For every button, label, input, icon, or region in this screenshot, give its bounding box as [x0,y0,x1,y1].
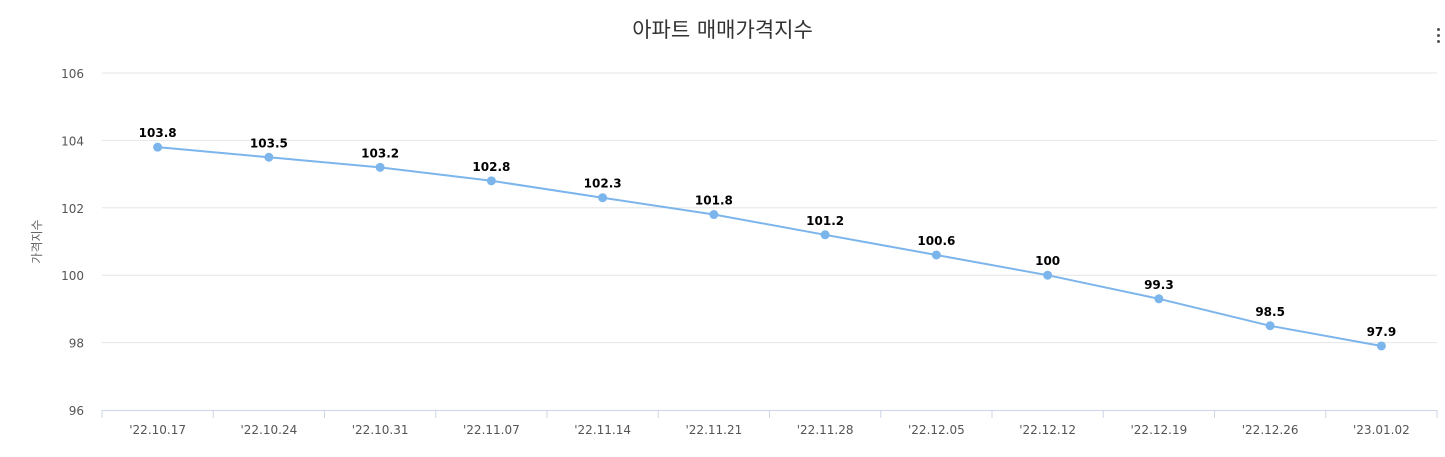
data-label: 102.3 [584,177,622,191]
y-tick-label: 106 [61,67,84,81]
data-point[interactable] [709,210,719,220]
data-point[interactable] [598,193,608,203]
data-point[interactable] [375,162,385,172]
data-label: 103.8 [139,126,177,140]
data-point[interactable] [820,230,830,240]
data-label: 100.6 [917,234,955,248]
data-label: 97.9 [1367,325,1397,339]
menu-dot [1437,34,1440,37]
x-tick-label: '22.12.05 [908,423,965,437]
x-tick-label: '22.11.07 [463,423,520,437]
data-label: 102.8 [472,160,510,174]
context-menu-icon[interactable] [1433,24,1445,48]
data-label: 101.8 [695,194,733,208]
x-tick-label: '22.10.31 [352,423,409,437]
data-label: 98.5 [1255,305,1285,319]
data-label: 103.2 [361,146,399,160]
data-point[interactable] [1376,341,1386,351]
x-tick-label: '22.11.21 [686,423,743,437]
data-point[interactable] [931,250,941,260]
x-tick-label: '22.10.24 [241,423,298,437]
data-label: 103.5 [250,136,288,150]
y-axis-title: 가격지수 [30,219,44,263]
x-tick-label: '22.12.19 [1131,423,1188,437]
chart-title: 아파트 매매가격지수 [632,18,813,42]
x-tick-label: '22.11.28 [797,423,854,437]
x-tick-label: '23.01.02 [1353,423,1410,437]
y-tick-label: 98 [69,337,84,351]
menu-dot [1437,28,1440,31]
x-tick-label: '22.12.12 [1019,423,1076,437]
y-tick-label: 100 [61,269,84,283]
data-point[interactable] [486,176,496,186]
data-label: 101.2 [806,214,844,228]
y-tick-label: 96 [69,404,84,418]
y-tick-label: 104 [61,134,84,148]
menu-dot [1437,40,1440,43]
y-tick-label: 102 [61,202,84,216]
x-tick-label: '22.10.17 [129,423,186,437]
data-point[interactable] [1043,270,1053,280]
x-tick-label: '22.11.14 [574,423,631,437]
data-label: 99.3 [1144,278,1174,292]
data-point[interactable] [264,152,274,162]
x-tick-label: '22.12.26 [1242,423,1299,437]
data-point[interactable] [1265,321,1275,331]
data-point[interactable] [1154,294,1164,304]
series-line [156,146,1383,347]
data-label: 100 [1035,254,1060,268]
data-point[interactable] [153,142,163,152]
